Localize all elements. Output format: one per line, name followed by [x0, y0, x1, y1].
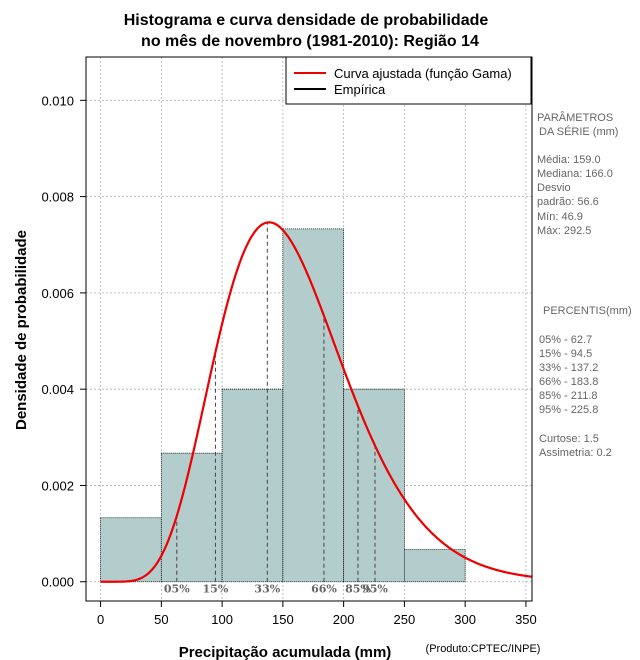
percentil-line: 15% - 94.5 [539, 348, 592, 360]
x-tick-label: 0 [97, 612, 104, 627]
x-axis: 0 50 100 150 200 250 300 350 [97, 600, 537, 627]
y-tick-label: 0.004 [41, 382, 74, 397]
percentile-label: 95% [362, 583, 388, 596]
side-panel: PARÂMETROS DA SÉRIE (mm) Média: 159.0 Me… [537, 111, 632, 459]
x-tick-label: 250 [394, 612, 416, 627]
percentile-label: 33% [254, 583, 280, 596]
y-axis-label: Densidade de probabilidade [13, 230, 30, 430]
x-axis-label: Precipitação acumulada (mm) [179, 644, 392, 660]
y-tick-label: 0.006 [41, 286, 74, 301]
x-tick-label: 300 [454, 612, 476, 627]
histogram-bar [403, 549, 466, 583]
percentil-line: 85% - 211.8 [539, 390, 598, 402]
histogram-bar [221, 388, 284, 583]
stat-line: Desvio [537, 182, 571, 194]
histogram-bar [343, 388, 405, 583]
legend-label-empirical: Empírica [334, 82, 386, 97]
percentile-label: 85% [345, 583, 371, 596]
stat-line: Mediana: 166.0 [537, 168, 613, 180]
x-tick-label: 100 [211, 612, 233, 627]
x-tick-label: 200 [333, 612, 355, 627]
percentil-line: 66% - 183.8 [539, 376, 598, 388]
histogram-bar [100, 517, 162, 583]
chart-title-line1: Histograma e curva densidade de probabil… [124, 12, 489, 29]
credit-label: (Produto:CPTEC/INPE) [426, 643, 541, 655]
params-title-line2: DA SÉRIE (mm) [539, 125, 618, 138]
percentile-label: 05% [164, 583, 190, 596]
percentil-line: 05% - 62.7 [539, 334, 592, 346]
histogram-bar [282, 228, 345, 583]
percentile-label: 66% [311, 583, 337, 596]
legend: Curva ajustada (função Gama) Empírica [285, 56, 532, 105]
legend-box [285, 56, 532, 105]
stat-line: padrão: 56.6 [537, 196, 599, 208]
y-tick-label: 0.010 [41, 93, 74, 108]
legend-label-curve: Curva ajustada (função Gama) [334, 66, 512, 81]
gamma-curve [100, 221, 533, 583]
kurtosis-line: Curtose: 1.5 [539, 433, 599, 445]
x-tick-label: 50 [154, 612, 168, 627]
percentil-line: 95% - 225.8 [539, 404, 598, 416]
params-title-line1: PARÂMETROS [537, 111, 613, 124]
percentile-label: 15% [203, 583, 229, 596]
y-tick-label: 0.000 [41, 575, 74, 590]
stat-line: Mín: 46.9 [537, 211, 583, 223]
y-tick-label: 0.008 [41, 190, 74, 205]
chart-title-line2: no mês de novembro (1981-2010): Região 1… [141, 33, 479, 50]
stat-line: Média: 159.0 [537, 154, 601, 166]
histogram-bar [160, 452, 223, 583]
percentile-lines [176, 222, 376, 582]
x-tick-label: 350 [515, 612, 537, 627]
x-tick-label: 150 [272, 612, 294, 627]
percentil-line: 33% - 137.2 [539, 362, 598, 374]
percentile-labels: 05% 15% 33% 66% 85%95% [164, 583, 389, 596]
stat-line: Máx: 292.5 [537, 225, 591, 237]
y-axis: 0.000 0.002 0.004 0.006 0.008 0.010 [41, 93, 87, 590]
skewness-line: Assimetria: 0.2 [539, 447, 612, 459]
percentis-title: PERCENTIS(mm) [543, 305, 632, 317]
y-tick-label: 0.002 [41, 478, 74, 493]
gamma-curve-group [100, 221, 533, 583]
